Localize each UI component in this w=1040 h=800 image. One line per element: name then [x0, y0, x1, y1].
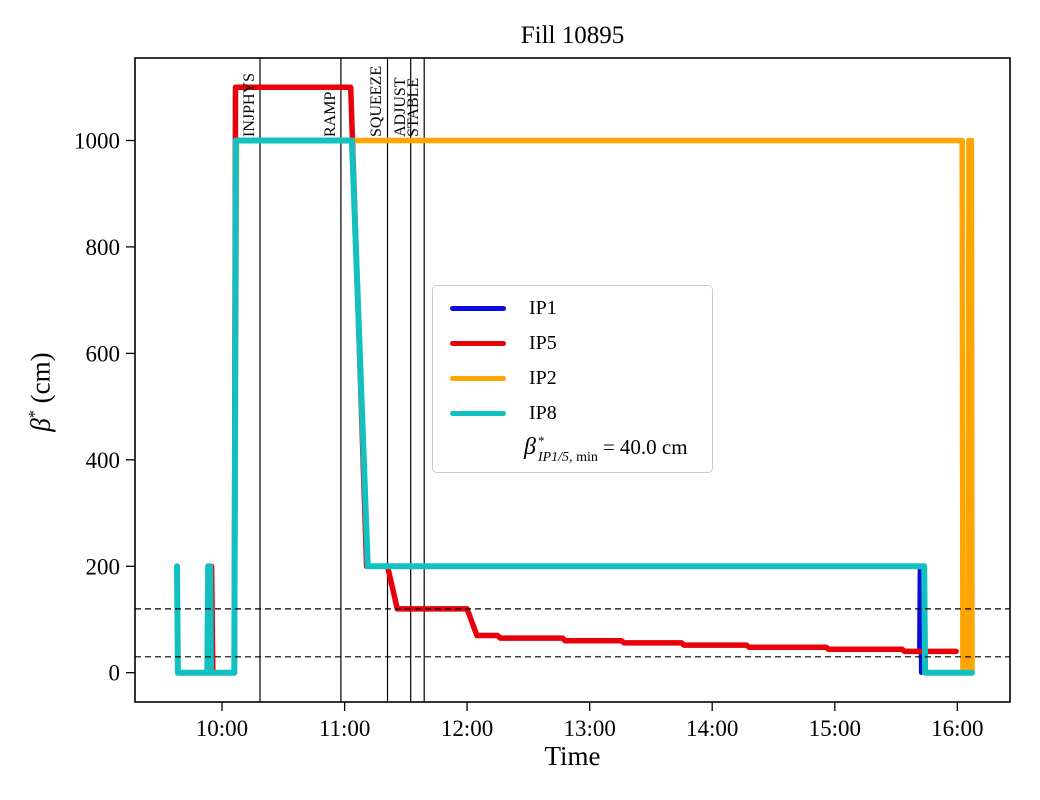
event-label-injphys: INJPHYS: [241, 72, 258, 137]
plot-border: [134, 57, 1011, 703]
legend-swatch-ip5: [450, 341, 506, 346]
legend-entry-ip5: IP5: [450, 326, 712, 361]
beta-min-annotation: β * IP1/5, min = 40.0 cm: [450, 432, 712, 465]
event-label-stable: STABLE: [405, 77, 422, 137]
y-axis-beta-symbol: β: [25, 418, 56, 432]
annotation-beta-symbol: β: [524, 434, 536, 460]
x-tick-label-14:00: 14:00: [686, 716, 738, 741]
x-axis-label: Time: [544, 741, 601, 771]
series-line-ip8: [174, 137, 975, 676]
x-tick-label-13:00: 13:00: [564, 716, 616, 741]
y-tick-label-1000: 1000: [74, 129, 120, 154]
y-tick-label-400: 400: [86, 448, 121, 473]
y-axis-label: β* (cm): [26, 352, 57, 431]
legend-entry-ip2: IP2: [450, 361, 712, 396]
legend-swatch-ip2: [450, 376, 506, 381]
annotation-subscript: IP1/5, min: [537, 450, 598, 465]
legend-entry-ip1: IP1: [450, 291, 712, 326]
x-tick-label-15:00: 15:00: [809, 716, 861, 741]
legend-label-ip5: IP5: [529, 332, 557, 354]
legend-swatch-ip1: [450, 306, 506, 311]
y-tick-label-200: 200: [86, 554, 121, 579]
legend: IP1 IP5 IP2 IP8 β * IP1/5, min = 40.0 cm: [432, 285, 713, 473]
x-tick-label-16:00: 16:00: [931, 716, 983, 741]
event-label-squeeze: SQUEEZE: [368, 65, 385, 137]
y-tick-label-600: 600: [86, 341, 121, 366]
legend-label-ip2: IP2: [529, 367, 557, 389]
y-axis-beta-star: *: [26, 410, 44, 419]
event-label-ramp: RAMP: [322, 91, 339, 137]
legend-swatch-ip8: [450, 411, 506, 416]
x-tick-label-11:00: 11:00: [319, 716, 371, 741]
y-tick-label-0: 0: [109, 661, 121, 686]
y-axis-unit: (cm): [25, 352, 56, 411]
annotation-value: = 40.0 cm: [602, 435, 688, 459]
legend-label-ip1: IP1: [529, 297, 557, 319]
annotation-star: *: [537, 433, 545, 448]
y-tick-label-800: 800: [86, 235, 121, 260]
x-tick-label-12:00: 12:00: [441, 716, 493, 741]
annotation-supsub: * IP1/5, min: [538, 434, 598, 465]
x-tick-label-10:00: 10:00: [196, 716, 248, 741]
chart-title: Fill 10895: [520, 22, 625, 49]
legend-label-ip8: IP8: [529, 402, 557, 424]
legend-entry-ip8: IP8: [450, 396, 712, 431]
